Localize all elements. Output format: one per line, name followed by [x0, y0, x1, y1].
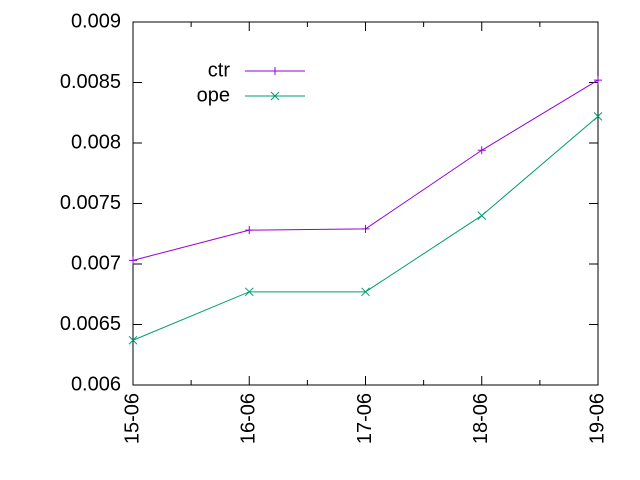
- legend-label: ctr: [208, 59, 231, 81]
- x-tick-label: 16-06: [238, 393, 260, 444]
- point: [245, 226, 254, 235]
- series-line: [132, 79, 599, 261]
- point: [361, 287, 370, 297]
- point: [128, 335, 138, 345]
- y-tick-label: 0.0065: [60, 313, 121, 335]
- y-tick-label: 0.0075: [60, 192, 121, 214]
- point: [477, 211, 487, 220]
- legend-marker: [271, 67, 279, 75]
- point: [477, 146, 486, 155]
- x-tick-label: 15-06: [121, 393, 143, 444]
- y-tick-label: 0.008: [71, 131, 121, 153]
- point: [593, 112, 603, 121]
- x-tick-label: 17-06: [354, 393, 376, 444]
- point: [361, 224, 370, 233]
- point: [129, 256, 137, 265]
- point: [244, 287, 254, 297]
- plot-frame: [132, 21, 599, 386]
- y-tick-label: 0.009: [71, 10, 121, 32]
- x-tick-label: 18-06: [470, 393, 492, 444]
- x-tick-label: 19-06: [586, 393, 608, 444]
- legend-marker: [270, 91, 280, 101]
- y-tick-label: 0.007: [71, 252, 121, 274]
- legend-label: ope: [197, 84, 230, 106]
- y-tick-label: 0.0085: [60, 71, 121, 93]
- point: [594, 76, 602, 85]
- y-tick-label: 0.006: [71, 373, 121, 395]
